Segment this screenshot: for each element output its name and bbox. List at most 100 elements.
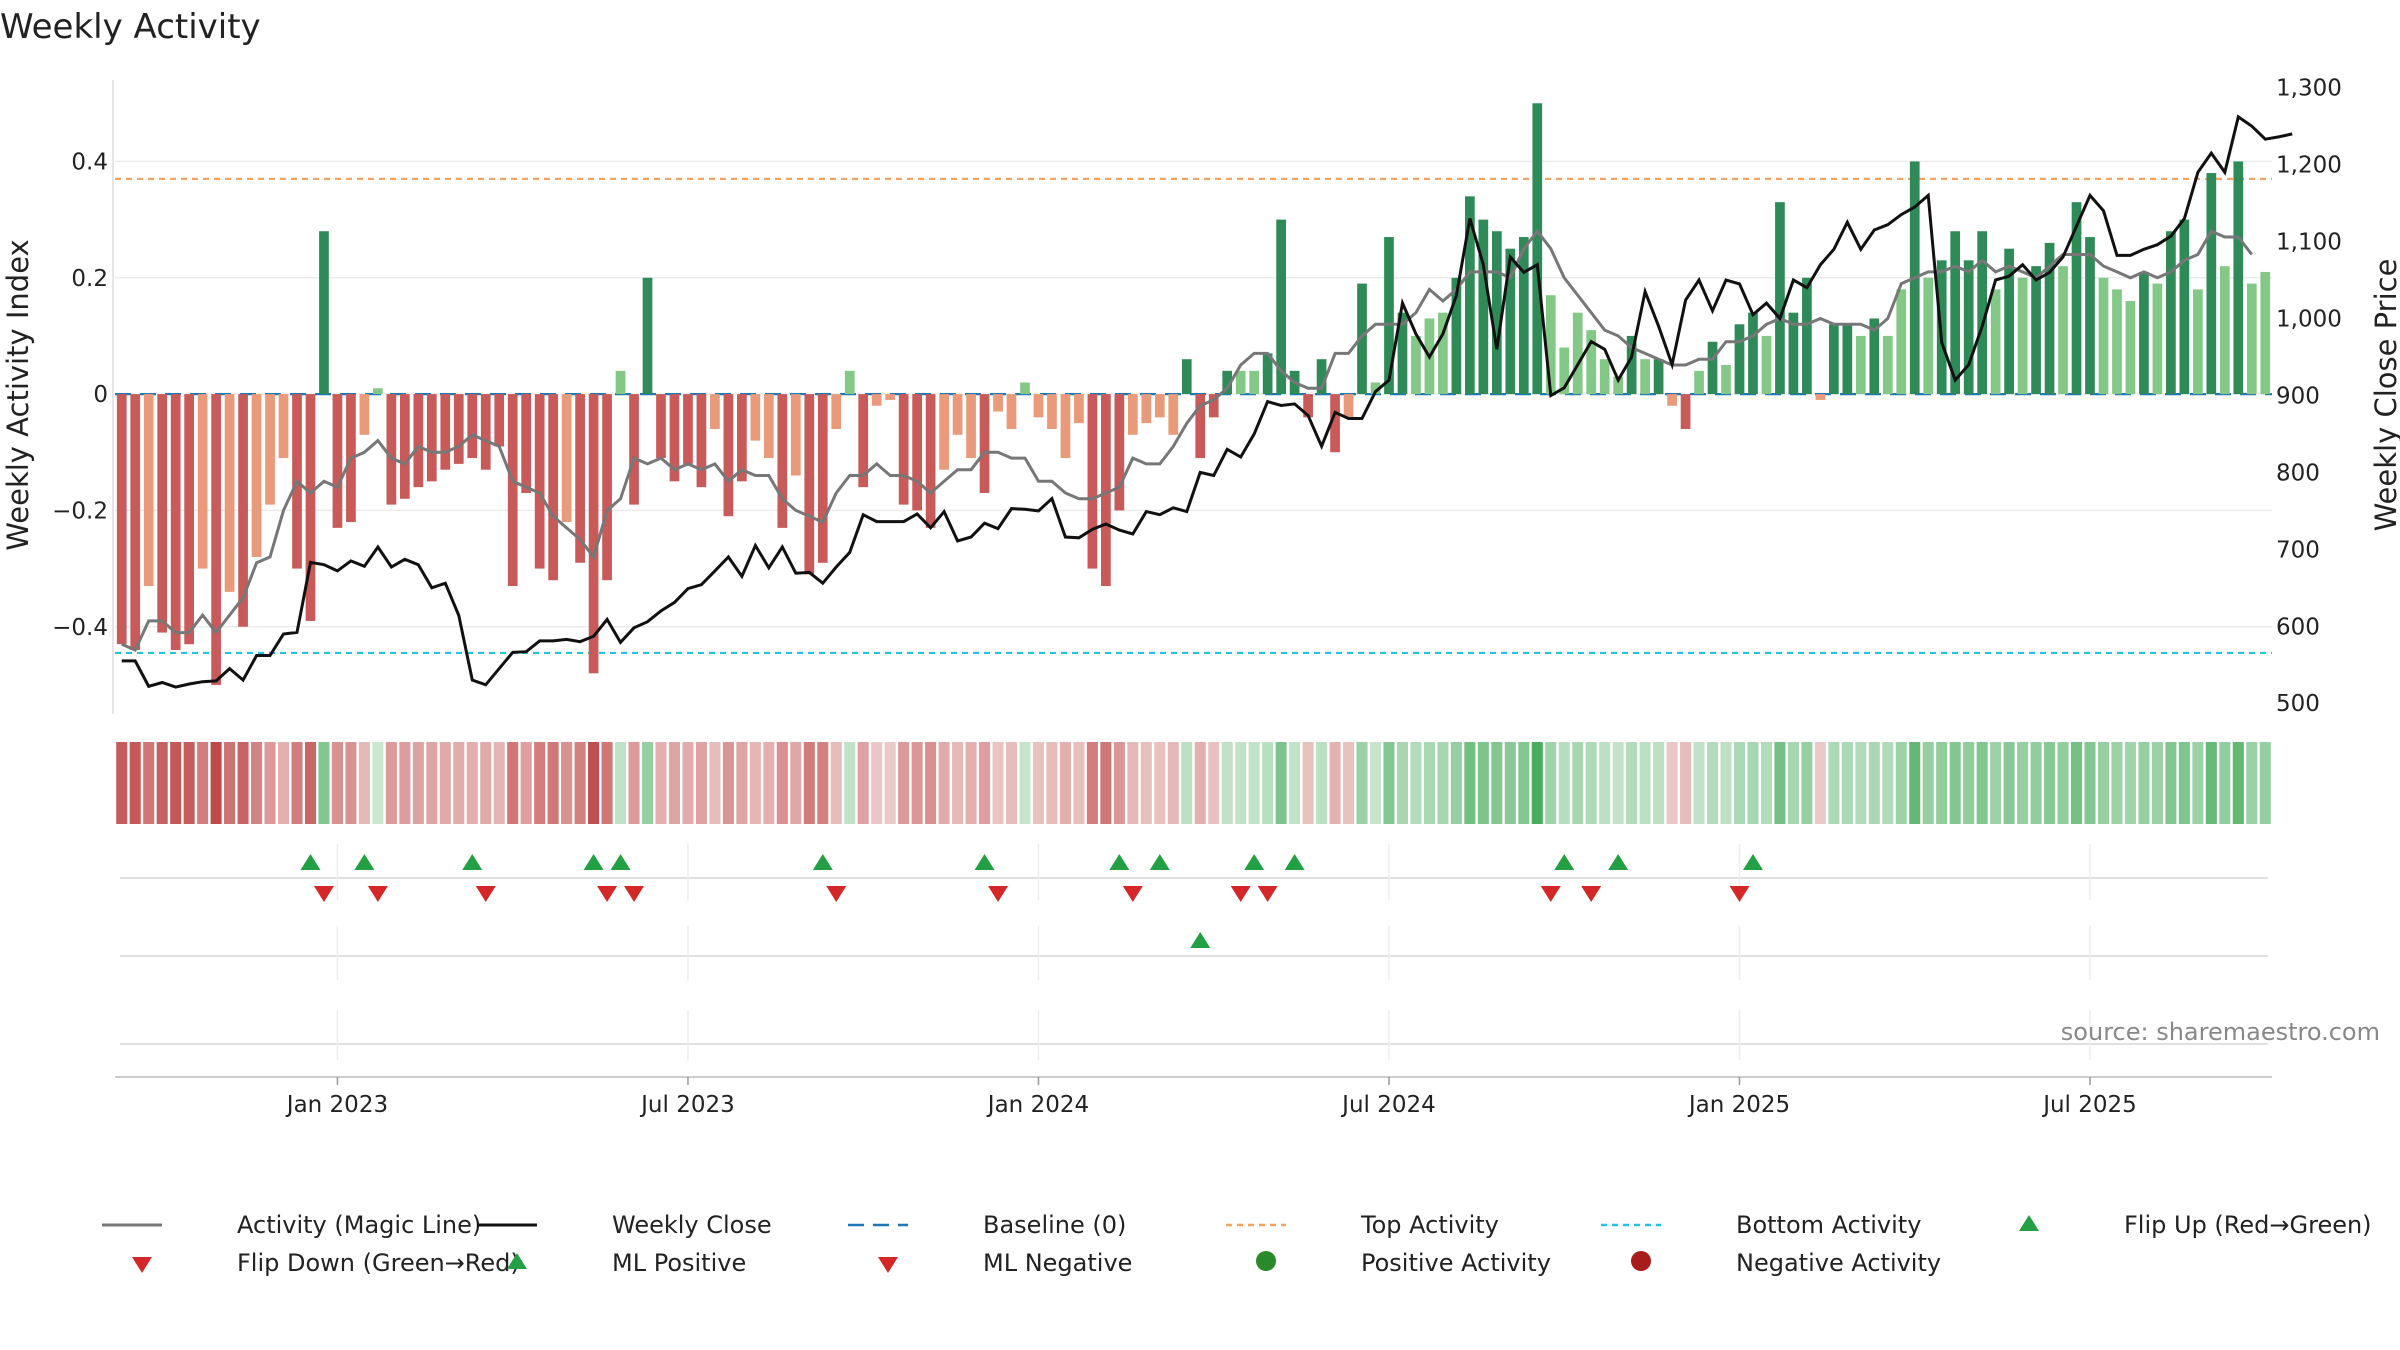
- activity-bar: [1303, 394, 1313, 418]
- heat-cell: [1612, 742, 1624, 824]
- heat-cell: [1383, 742, 1395, 824]
- heat-cell: [1882, 742, 1894, 824]
- heat-cell: [1396, 742, 1408, 824]
- activity-bar: [1653, 359, 1664, 395]
- activity-bar: [1613, 376, 1624, 395]
- heat-cell: [790, 742, 802, 824]
- activity-bar: [1923, 277, 1934, 395]
- x-tick-label: Jan 2024: [986, 1092, 1089, 1118]
- heat-cell: [143, 742, 155, 824]
- heat-cell: [1248, 742, 1260, 824]
- heat-cell: [1181, 742, 1193, 824]
- legend-item-flip-up: Flip Up (Red→Green): [2019, 1211, 2372, 1239]
- activity-bar: [494, 394, 505, 447]
- activity-bar: [615, 370, 626, 395]
- legend-item-magic-line: Activity (Magic Line): [102, 1211, 481, 1239]
- activity-bar: [1357, 283, 1367, 395]
- heat-cell: [1868, 742, 1880, 824]
- heat-cell: [979, 742, 991, 824]
- y-left-tick-label: −0.4: [52, 615, 108, 641]
- activity-bar: [1370, 382, 1381, 395]
- heat-cell: [1666, 742, 1678, 824]
- heat-cell: [1504, 742, 1516, 824]
- y-right-tick-label: 1,000: [2276, 307, 2342, 333]
- heat-cell: [1680, 742, 1692, 824]
- source-note: source: sharemaestro.com: [2061, 1018, 2380, 1046]
- heat-cell: [1963, 742, 1975, 824]
- activity-bar: [2179, 219, 2190, 395]
- flip-up-marker: [1742, 854, 1763, 870]
- heat-cell: [1976, 742, 1988, 824]
- x-tick-label: Jul 2024: [1340, 1092, 1436, 1118]
- heat-cell: [574, 742, 586, 824]
- activity-bar: [2219, 266, 2230, 395]
- activity-bar: [575, 394, 585, 563]
- legend-swatch: [507, 1253, 527, 1269]
- heat-cell: [1747, 742, 1759, 824]
- heat-cell: [898, 742, 910, 824]
- heat-cell: [1707, 742, 1719, 824]
- heat-cell: [183, 742, 195, 824]
- heat-cell: [615, 742, 627, 824]
- flip-up-marker: [610, 854, 631, 870]
- activity-bar: [1761, 335, 1772, 395]
- flip-down-marker: [1230, 886, 1251, 902]
- activity-bar: [1815, 394, 1826, 400]
- heat-cell: [2111, 742, 2123, 824]
- heat-cell: [399, 742, 411, 824]
- heat-cell: [1895, 742, 1907, 824]
- heat-cell: [1801, 742, 1813, 824]
- heat-cell: [709, 742, 721, 824]
- heat-cell: [830, 742, 842, 824]
- y-left-tick-label: 0.2: [71, 266, 108, 292]
- heat-cell: [857, 742, 869, 824]
- activity-bar: [1276, 219, 1286, 395]
- y-right-tick-label: 1,100: [2276, 230, 2342, 256]
- activity-bar: [1181, 359, 1192, 395]
- heat-cell: [2246, 742, 2258, 824]
- heat-cell: [1154, 742, 1166, 824]
- heat-cell: [1936, 742, 1948, 824]
- y-right-tick-label: 1,300: [2276, 76, 2342, 102]
- activity-bar: [2166, 231, 2176, 395]
- legend-item-bottom-activity: Bottom Activity: [1601, 1211, 1921, 1239]
- flip-down-marker: [1540, 886, 1561, 902]
- activity-bar: [1101, 394, 1111, 587]
- heat-cell: [1046, 742, 1058, 824]
- heat-cell: [304, 742, 317, 824]
- heat-cell: [1558, 742, 1570, 824]
- activity-bar: [602, 394, 612, 581]
- activity-bar: [1788, 312, 1799, 395]
- flip-down-marker: [1729, 886, 1750, 902]
- activity-bar: [1586, 330, 1597, 395]
- legend-label: Flip Down (Green→Red): [237, 1249, 520, 1277]
- activity-bar: [2192, 289, 2203, 395]
- y-right-tick-label: 900: [2276, 383, 2320, 409]
- activity-bar: [1438, 312, 1448, 395]
- heat-cell: [776, 742, 788, 824]
- activity-bar: [898, 394, 909, 505]
- activity-bar: [777, 394, 788, 528]
- legend-swatch: [1256, 1251, 1276, 1271]
- activity-bar: [359, 394, 370, 435]
- flip-up-marker: [462, 854, 483, 870]
- activity-bar: [966, 394, 976, 459]
- flip-down-marker: [475, 886, 496, 902]
- heat-cell: [1572, 742, 1584, 824]
- activity-bar: [238, 394, 248, 627]
- heat-cell: [1316, 742, 1328, 824]
- activity-bar: [993, 394, 1003, 412]
- activity-bar: [1060, 394, 1071, 459]
- flip-up-marker: [1284, 854, 1305, 870]
- legend-swatch: [2019, 1215, 2039, 1231]
- heat-cell: [1167, 742, 1179, 824]
- heat-cell: [251, 742, 263, 824]
- heat-cell: [493, 742, 505, 824]
- activity-bar: [2260, 271, 2271, 395]
- flip-up-marker: [354, 854, 375, 870]
- activity-bar: [2139, 271, 2149, 395]
- legend-item-ml-negative: ML Negative: [878, 1249, 1132, 1277]
- activity-bar: [763, 394, 774, 459]
- activity-bar: [1829, 324, 1839, 395]
- heat-cell: [1194, 742, 1206, 824]
